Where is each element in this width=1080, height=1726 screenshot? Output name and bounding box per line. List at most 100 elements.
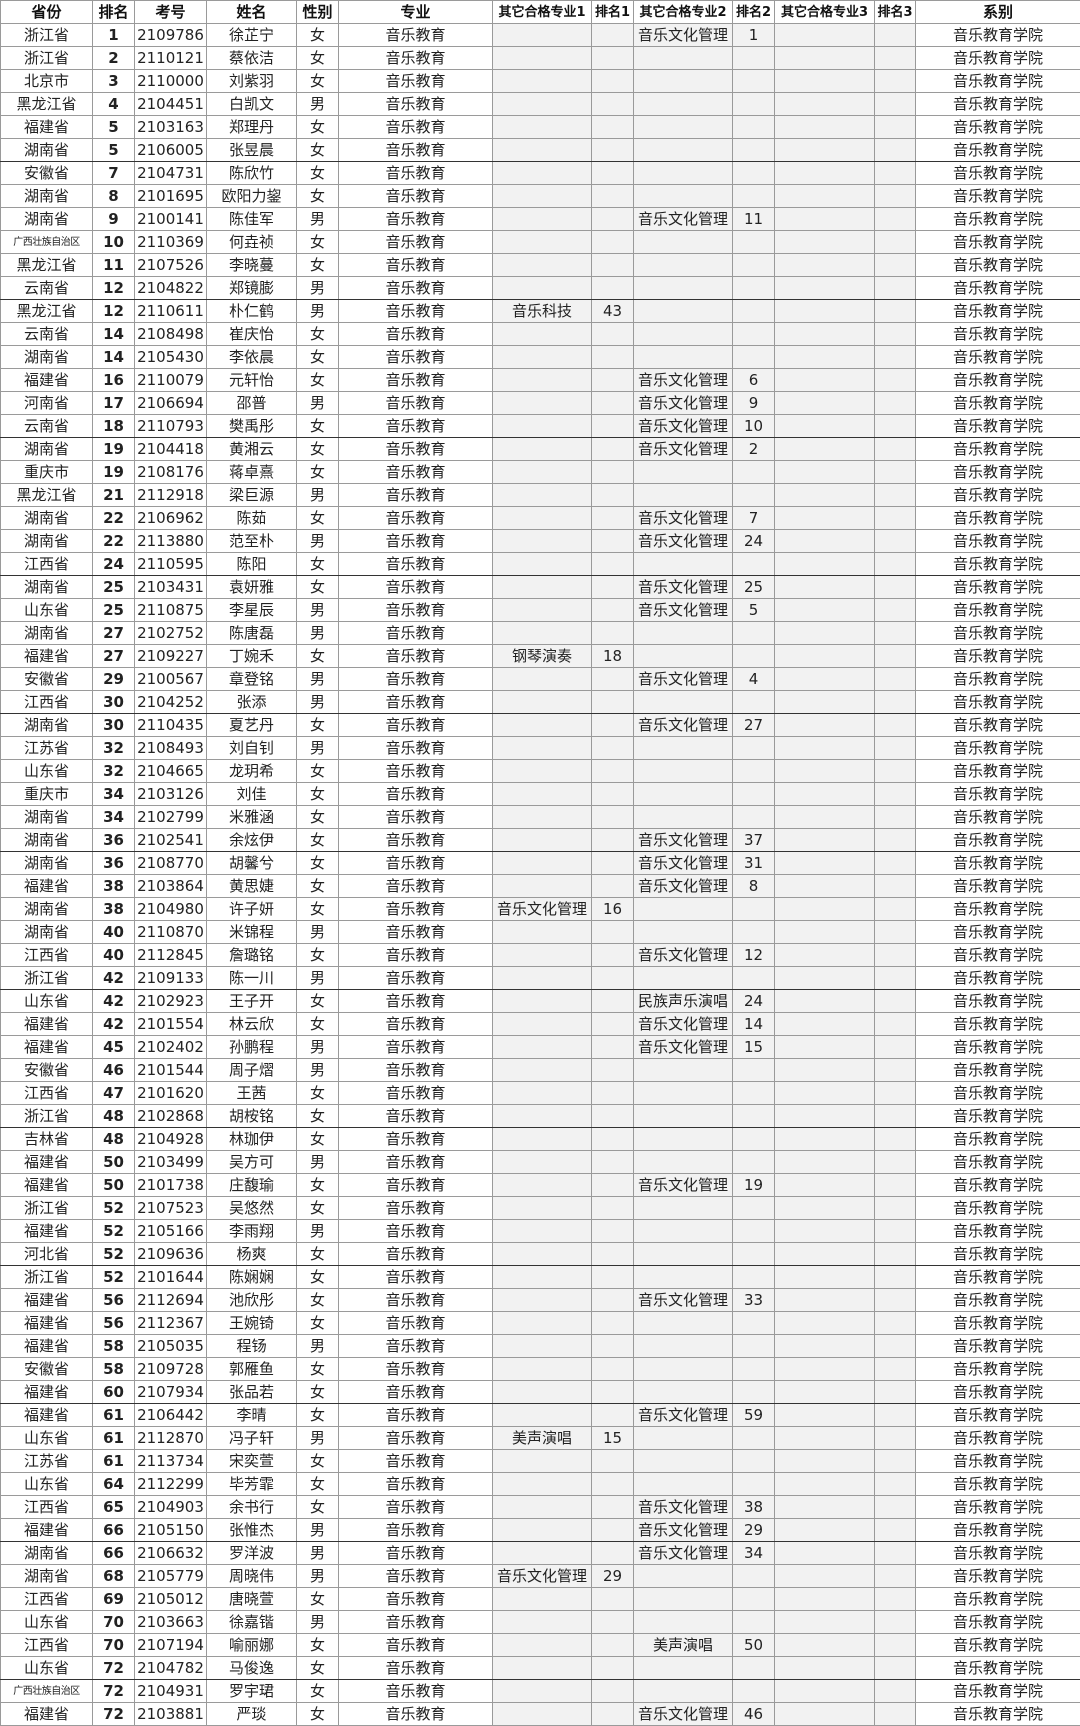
cell-rank-3 [875, 1243, 916, 1266]
cell-department: 音乐教育学院 [916, 1312, 1080, 1335]
cell-major: 音乐教育 [339, 599, 493, 622]
cell-name: 何垚祯 [207, 231, 297, 254]
cell-other-major-2 [634, 691, 733, 714]
cell-other-major-2 [634, 47, 733, 70]
cell-exam-id: 2113880 [135, 530, 207, 553]
cell-name: 杨爽 [207, 1243, 297, 1266]
cell-other-major-2: 音乐文化管理 [634, 1496, 733, 1519]
cell-exam-id: 2102541 [135, 829, 207, 852]
cell-other-major-2 [634, 162, 733, 185]
cell-rank-1 [592, 1335, 634, 1358]
cell-other-major-1 [493, 1128, 592, 1151]
cell-rank-3 [875, 1036, 916, 1059]
cell-gender: 女 [297, 806, 339, 829]
cell-gender: 女 [297, 553, 339, 576]
cell-other-major-3 [775, 944, 875, 967]
cell-province: 福建省 [1, 1036, 93, 1059]
cell-rank-3 [875, 668, 916, 691]
cell-other-major-2 [634, 1128, 733, 1151]
cell-rank-2 [733, 1473, 775, 1496]
cell-major: 音乐教育 [339, 1703, 493, 1726]
cell-name: 池欣彤 [207, 1289, 297, 1312]
cell-rank: 30 [93, 691, 135, 714]
cell-rank-2 [733, 553, 775, 576]
cell-gender: 男 [297, 691, 339, 714]
cell-rank-2: 37 [733, 829, 775, 852]
cell-exam-id: 2112870 [135, 1427, 207, 1450]
cell-exam-id: 2107523 [135, 1197, 207, 1220]
cell-exam-id: 2102752 [135, 622, 207, 645]
cell-major: 音乐教育 [339, 645, 493, 668]
cell-gender: 男 [297, 208, 339, 231]
cell-department: 音乐教育学院 [916, 737, 1080, 760]
cell-rank-1 [592, 691, 634, 714]
cell-province: 江西省 [1, 1082, 93, 1105]
cell-rank-1 [592, 438, 634, 461]
cell-exam-id: 2109728 [135, 1358, 207, 1381]
cell-major: 音乐教育 [339, 1105, 493, 1128]
cell-other-major-1 [493, 944, 592, 967]
cell-rank-1 [592, 553, 634, 576]
cell-province: 北京市 [1, 70, 93, 93]
cell-department: 音乐教育学院 [916, 875, 1080, 898]
cell-exam-id: 2112367 [135, 1312, 207, 1335]
cell-province: 湖南省 [1, 1565, 93, 1588]
cell-exam-id: 2109227 [135, 645, 207, 668]
cell-other-major-2: 音乐文化管理 [634, 1542, 733, 1565]
header-name: 姓名 [207, 1, 297, 24]
cell-rank: 58 [93, 1335, 135, 1358]
cell-exam-id: 2105166 [135, 1220, 207, 1243]
cell-rank-2 [733, 1565, 775, 1588]
cell-rank-2: 8 [733, 875, 775, 898]
cell-name: 樊禹彤 [207, 415, 297, 438]
cell-gender: 男 [297, 921, 339, 944]
cell-other-major-3 [775, 737, 875, 760]
cell-gender: 女 [297, 875, 339, 898]
cell-rank-2: 5 [733, 599, 775, 622]
cell-rank-2 [733, 1243, 775, 1266]
cell-rank-2 [733, 254, 775, 277]
cell-rank: 72 [93, 1680, 135, 1703]
cell-department: 音乐教育学院 [916, 277, 1080, 300]
cell-gender: 男 [297, 300, 339, 323]
cell-department: 音乐教育学院 [916, 70, 1080, 93]
cell-exam-id: 2103431 [135, 576, 207, 599]
cell-rank: 40 [93, 921, 135, 944]
cell-name: 崔庆怡 [207, 323, 297, 346]
cell-other-major-1 [493, 852, 592, 875]
cell-gender: 男 [297, 530, 339, 553]
cell-other-major-1 [493, 392, 592, 415]
cell-rank-2: 33 [733, 1289, 775, 1312]
cell-rank-1 [592, 116, 634, 139]
cell-other-major-3 [775, 277, 875, 300]
cell-rank-3 [875, 1680, 916, 1703]
cell-rank-3 [875, 1266, 916, 1289]
cell-rank-1 [592, 1174, 634, 1197]
cell-major: 音乐教育 [339, 185, 493, 208]
cell-other-major-3 [775, 438, 875, 461]
cell-exam-id: 2103163 [135, 116, 207, 139]
cell-other-major-2 [634, 760, 733, 783]
cell-exam-id: 2103881 [135, 1703, 207, 1726]
cell-major: 音乐教育 [339, 507, 493, 530]
cell-major: 音乐教育 [339, 70, 493, 93]
cell-department: 音乐教育学院 [916, 438, 1080, 461]
cell-rank-3 [875, 1611, 916, 1634]
cell-gender: 男 [297, 1220, 339, 1243]
cell-exam-id: 2112918 [135, 484, 207, 507]
cell-other-major-2 [634, 553, 733, 576]
cell-name: 陈唐磊 [207, 622, 297, 645]
cell-other-major-2: 音乐文化管理 [634, 1036, 733, 1059]
cell-rank-3 [875, 1703, 916, 1726]
cell-name: 章登铭 [207, 668, 297, 691]
cell-other-major-1 [493, 24, 592, 47]
cell-rank: 18 [93, 415, 135, 438]
